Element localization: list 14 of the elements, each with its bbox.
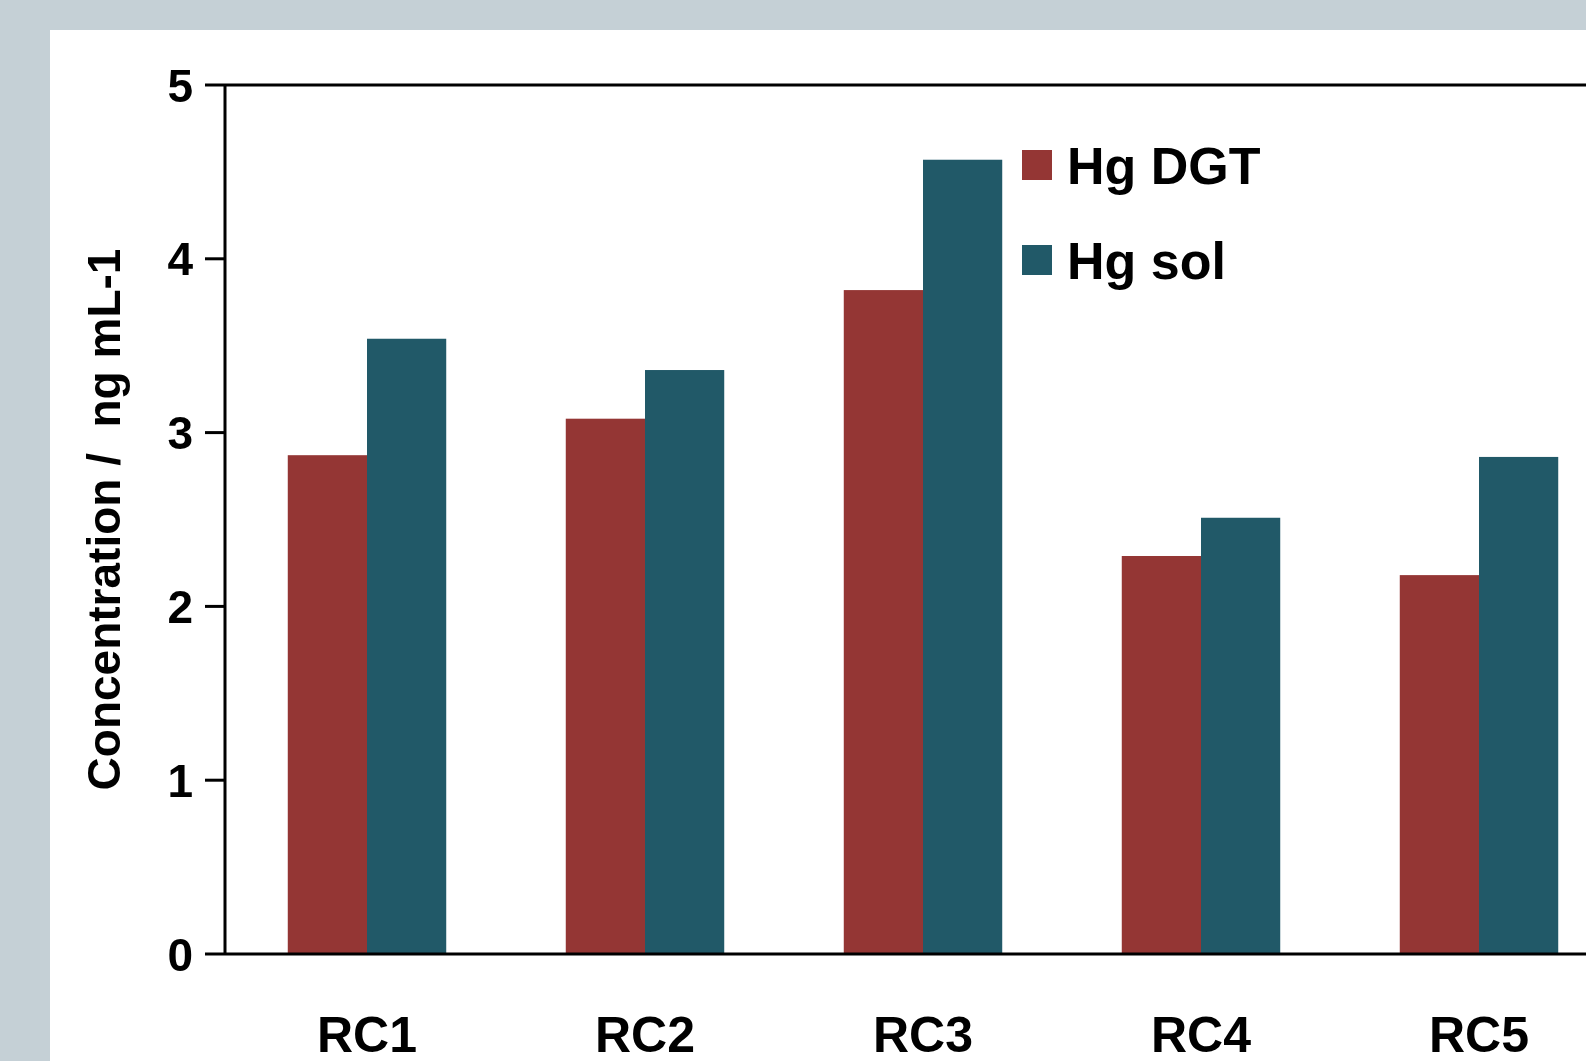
legend-label: Hg DGT xyxy=(1067,136,1261,195)
y-tick-label: 1 xyxy=(167,754,193,807)
x-tick-label: RC4 xyxy=(1150,1007,1252,1061)
y-axis-title: Concentration / ng mL-1 xyxy=(78,248,130,791)
x-tick-label: RC5 xyxy=(1428,1007,1530,1061)
y-tick-label: 5 xyxy=(167,59,193,112)
x-tick-label: RC2 xyxy=(594,1007,696,1061)
legend-label: Hg sol xyxy=(1067,231,1226,290)
y-tick-label: 3 xyxy=(167,407,193,460)
y-tick-label: 0 xyxy=(167,928,193,981)
y-tick-label: 2 xyxy=(167,580,193,633)
x-tick-label: RC1 xyxy=(316,1007,418,1061)
y-tick-label: 4 xyxy=(167,233,194,286)
x-tick-label: RC3 xyxy=(872,1007,974,1061)
